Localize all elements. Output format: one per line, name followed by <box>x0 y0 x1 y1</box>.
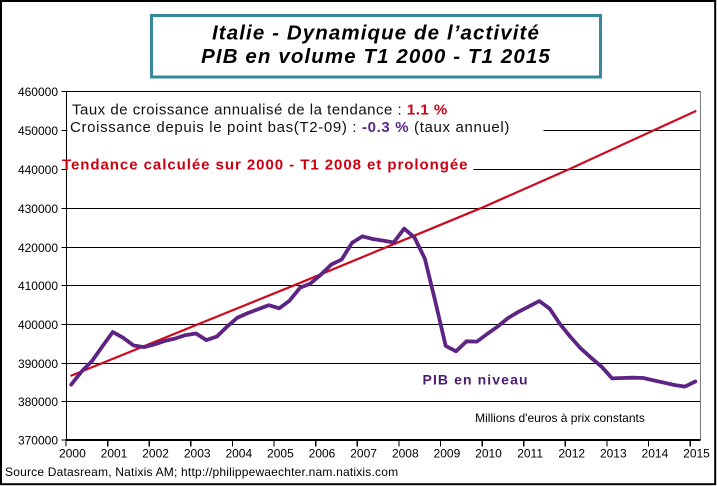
svg-text:390000: 390000 <box>18 357 58 371</box>
svg-text:2013: 2013 <box>600 447 627 461</box>
svg-text:2000: 2000 <box>59 447 86 461</box>
svg-text:410000: 410000 <box>18 279 58 293</box>
svg-text:Italie - Dynamique de l’activi: Italie - Dynamique de l’activité <box>212 22 540 45</box>
svg-text:Croissance depuis le point bas: Croissance depuis le point bas(T2-09) : … <box>70 119 510 136</box>
svg-text:2008: 2008 <box>392 447 419 461</box>
svg-text:2014: 2014 <box>642 447 669 461</box>
svg-text:2001: 2001 <box>101 447 128 461</box>
svg-text:2006: 2006 <box>309 447 336 461</box>
svg-text:380000: 380000 <box>18 395 58 409</box>
svg-text:2010: 2010 <box>475 447 502 461</box>
svg-text:2003: 2003 <box>184 447 211 461</box>
svg-text:2002: 2002 <box>142 447 169 461</box>
svg-text:2005: 2005 <box>267 447 294 461</box>
svg-text:PIB en volume T1 2000 - T1 201: PIB en volume T1 2000 - T1 2015 <box>201 45 551 68</box>
svg-text:Tendance calculée sur 2000 -: Tendance calculée sur 2000 - T1 2008 et … <box>62 157 468 174</box>
svg-text:Millions d'euros à prix consta: Millions d'euros à prix constants <box>475 411 645 425</box>
svg-text:PIB en niveau: PIB en niveau <box>423 372 529 388</box>
svg-text:Source Datasream, Natixis AM;: Source Datasream, Natixis AM; http://phi… <box>5 465 398 479</box>
svg-text:2009: 2009 <box>434 447 461 461</box>
svg-text:400000: 400000 <box>18 318 58 332</box>
svg-text:430000: 430000 <box>18 202 58 216</box>
svg-text:2007: 2007 <box>350 447 377 461</box>
svg-text:Taux de croissance annualisé: Taux de croissance annualisé de la tenda… <box>72 102 448 119</box>
svg-text:450000: 450000 <box>18 124 58 138</box>
svg-text:2004: 2004 <box>225 447 252 461</box>
svg-text:440000: 440000 <box>18 163 58 177</box>
svg-text:2011: 2011 <box>517 447 543 461</box>
svg-text:420000: 420000 <box>18 241 58 255</box>
svg-text:2015: 2015 <box>683 447 710 461</box>
svg-text:2012: 2012 <box>558 447 585 461</box>
svg-text:460000: 460000 <box>18 85 58 99</box>
svg-text:370000: 370000 <box>18 433 58 447</box>
